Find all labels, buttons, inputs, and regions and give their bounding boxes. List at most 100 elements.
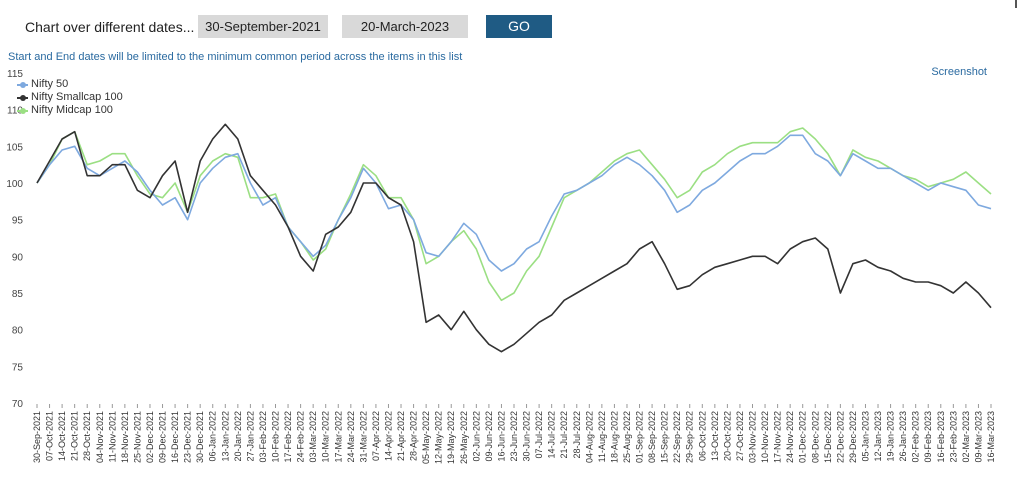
x-tick-label: 13-Oct-2022 (710, 411, 720, 461)
x-tick-label: 06-Jan-2022 (208, 411, 218, 462)
x-tick-label: 08-Sep-2022 (647, 411, 657, 463)
x-tick-label: 24-Mar-2022 (346, 411, 356, 463)
x-tick-label: 14-Jul-2022 (547, 411, 557, 459)
screenshot-link[interactable]: Screenshot (931, 66, 987, 78)
x-tick-label: 09-Feb-2023 (923, 411, 933, 463)
legend-label: Nifty Smallcap 100 (31, 91, 123, 103)
y-tick-label: 95 (12, 216, 24, 227)
x-tick-label: 18-Nov-2021 (120, 411, 130, 463)
x-tick-label: 11-Aug-2022 (597, 411, 607, 462)
x-tick-label: 21-Jul-2022 (559, 411, 569, 459)
y-tick-label: 105 (6, 142, 23, 153)
series-line-nifty-smallcap-100 (36, 123, 992, 353)
x-tick-label: 20-Oct-2022 (722, 411, 732, 461)
x-tick-label: 11-Nov-2021 (107, 411, 117, 462)
x-tick-label: 10-Feb-2022 (271, 411, 281, 463)
x-tick-label: 04-Nov-2021 (95, 411, 105, 463)
x-tick-label: 15-Sep-2022 (660, 411, 670, 463)
y-tick-label: 110 (7, 106, 23, 117)
x-tick-label: 29-Sep-2022 (685, 411, 695, 463)
legend-dot-icon (20, 107, 26, 114)
x-tick-label: 05-May-2022 (421, 411, 431, 464)
edge-rule (1015, 0, 1017, 8)
x-tick-label: 02-Jun-2022 (471, 411, 481, 462)
y-tick-label: 85 (12, 289, 24, 300)
series-line-nifty-50 (36, 134, 992, 272)
x-tick-label: 18-Aug-2022 (609, 411, 619, 463)
x-tick-label: 19-Jan-2023 (886, 411, 896, 462)
x-tick-label: 24-Nov-2022 (785, 411, 795, 463)
y-tick-label: 115 (7, 69, 23, 80)
x-tick-label: 06-Oct-2022 (697, 411, 707, 461)
x-tick-label: 28-Apr-2022 (409, 411, 419, 461)
x-tick-label: 09-Mar-2023 (973, 411, 983, 463)
x-tick-label: 30-Jun-2022 (522, 411, 532, 462)
x-tick-label: 16-Mar-2023 (986, 411, 996, 463)
x-tick-label: 28-Jul-2022 (572, 411, 582, 459)
chart-legend: Nifty 50 Nifty Smallcap 100 Nifty Midcap 1… (17, 78, 123, 117)
legend-item[interactable]: Nifty Smallcap 100 (17, 91, 123, 104)
x-tick-label: 14-Oct-2021 (57, 411, 67, 461)
x-tick-label: 10-Mar-2022 (321, 411, 331, 463)
x-tick-label: 08-Dec-2022 (810, 411, 820, 463)
y-tick-label: 75 (12, 362, 24, 373)
x-tick-label: 02-Dec-2021 (145, 411, 155, 463)
x-tick-label: 28-Oct-2021 (82, 411, 92, 461)
x-tick-label: 24-Feb-2022 (296, 411, 306, 463)
series-layer (36, 123, 992, 353)
x-tick-label: 03-Mar-2022 (308, 411, 318, 463)
legend-dot-icon (20, 81, 26, 88)
legend-item[interactable]: Nifty 50 (17, 78, 123, 91)
y-tick-label: 80 (12, 326, 24, 337)
x-tick-label: 27-Jan-2022 (245, 411, 255, 462)
x-tick-label: 16-Dec-2021 (170, 411, 180, 463)
x-tick-label: 07-Apr-2022 (371, 411, 381, 461)
y-tick-label: 90 (12, 252, 24, 263)
x-tick-label: 25-Nov-2021 (132, 411, 142, 463)
x-tick-label: 21-Oct-2021 (70, 411, 80, 461)
legend-dot-icon (20, 94, 26, 101)
legend-item[interactable]: Nifty Midcap 100 (17, 104, 123, 117)
x-tick-label: 01-Sep-2022 (635, 411, 645, 463)
x-axis: 30-Sep-2021 07-Oct-2021 14-Oct-2021 21-Oct-… (32, 404, 996, 464)
top-bar: Chart over different dates... 30-Septemb… (0, 0, 1024, 45)
x-tick-label: 16-Feb-2023 (936, 411, 946, 463)
x-tick-label: 26-May-2022 (459, 411, 469, 464)
x-tick-label: 22-Sep-2022 (672, 411, 682, 463)
x-tick-label: 31-Mar-2022 (358, 411, 368, 463)
end-date-field[interactable]: 20-March-2023 (342, 15, 468, 38)
x-tick-label: 17-Nov-2022 (773, 411, 783, 463)
x-tick-label: 04-Aug-2022 (584, 411, 594, 463)
x-tick-label: 30-Sep-2021 (32, 411, 42, 463)
go-button[interactable]: GO (486, 15, 552, 38)
x-tick-label: 14-Apr-2022 (383, 411, 393, 461)
date-range-label: Chart over different dates... (25, 19, 195, 35)
x-tick-label: 17-Mar-2022 (333, 411, 343, 463)
x-tick-label: 29-Dec-2022 (848, 411, 858, 463)
x-tick-label: 03-Feb-2022 (258, 411, 268, 463)
legend-label: Nifty Midcap 100 (31, 104, 113, 116)
x-tick-label: 23-Dec-2021 (183, 411, 193, 463)
x-tick-label: 27-Oct-2022 (735, 411, 745, 461)
x-tick-label: 17-Feb-2022 (283, 411, 293, 463)
x-tick-label: 09-Dec-2021 (158, 411, 168, 463)
x-tick-label: 30-Dec-2021 (195, 411, 205, 463)
start-date-field[interactable]: 30-September-2021 (198, 15, 328, 38)
x-tick-label: 12-Jan-2023 (873, 411, 883, 462)
x-tick-label: 03-Nov-2022 (748, 411, 758, 463)
y-axis: 70 75 80 85 90 95 100 105 110 115 (6, 69, 23, 410)
line-chart: 70 75 80 85 90 95 100 105 110 115 30-Sep-2021 07-O… (6, 69, 996, 464)
y-tick-label: 100 (6, 179, 23, 190)
x-tick-label: 23-Jun-2022 (509, 411, 519, 462)
date-limit-note: Start and End dates will be limited to t… (8, 51, 463, 63)
x-tick-label: 20-Jan-2022 (233, 411, 243, 462)
x-tick-label: 05-Jan-2023 (860, 411, 870, 462)
x-tick-label: 02-Mar-2023 (961, 411, 971, 463)
x-tick-label: 19-May-2022 (446, 411, 456, 464)
x-tick-label: 23-Feb-2023 (948, 411, 958, 463)
y-tick-label: 70 (12, 399, 24, 410)
x-tick-label: 21-Apr-2022 (396, 411, 406, 461)
x-tick-label: 13-Jan-2022 (220, 411, 230, 462)
x-tick-label: 15-Dec-2022 (823, 411, 833, 463)
x-tick-label: 12-May-2022 (434, 411, 444, 464)
